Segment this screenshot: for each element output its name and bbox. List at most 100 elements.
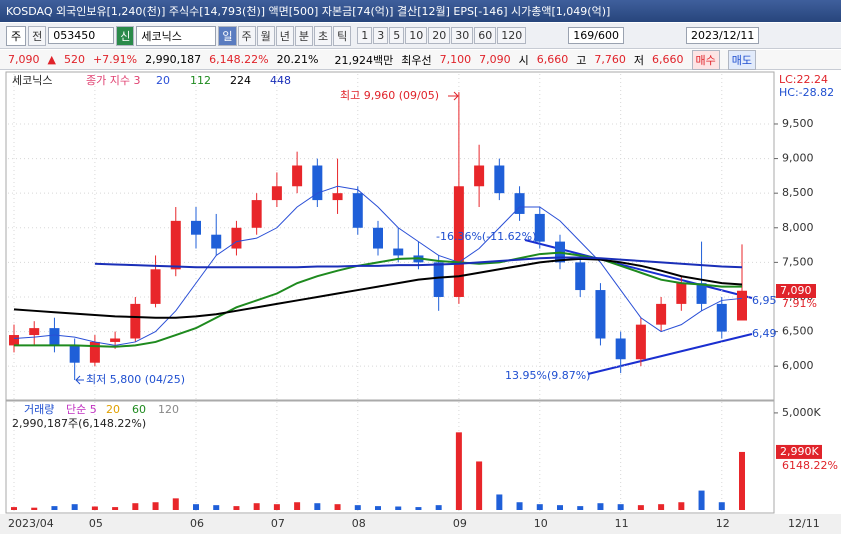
ma-line [94,256,743,269]
candle-body [656,303,667,325]
volume: 2,990,187 [145,53,202,66]
y-tick-label: 8,000 [782,221,814,234]
buy-button[interactable]: 매수 [691,49,720,70]
y-tick-label: 5,000K [782,406,821,419]
quote-row: 7,090 ▲ 520 +7.91% 2,990,187 6,148.22% 2… [0,49,841,70]
last-rate: 7.91% [782,297,817,310]
date-input[interactable]: 2023/12/11 [685,27,760,44]
candle-body [110,338,121,342]
toolbar-button[interactable]: 10 [405,27,428,44]
volume-bar [435,505,442,510]
high-label: 고 [576,53,587,67]
volume-bar [31,507,38,510]
change-rate: +7.91% [92,53,138,66]
count-input[interactable]: 169/600 [568,27,624,44]
trend-line [587,333,753,375]
legend-entry: 20 [106,403,120,416]
volume-bar [172,498,179,510]
amount: 21,924백만 [334,53,394,67]
stock-name[interactable]: 세코닉스 [136,25,217,46]
interval-buttons: 1 3 5 10 20 30 60 120 [357,27,527,44]
toolbar-button[interactable]: 일 [218,25,237,46]
candle-body [433,262,444,297]
legend-prefix: 종가 지수 3 [86,74,140,87]
toolbar-button[interactable]: 월 [256,25,275,46]
ma-line [13,257,743,319]
toolbar-button[interactable]: 틱 [333,25,352,46]
y-tick-label: 8,500 [782,186,814,199]
toolbar-button[interactable]: 20 [428,27,451,44]
toolbar-button[interactable]: 60 [474,27,497,44]
y-tick-label: 6,000 [782,359,814,372]
prev-button[interactable]: 전 [28,25,47,46]
value-label: 2,990K [780,445,819,458]
candle-body [191,220,201,235]
volume-bar [395,506,402,510]
volume-bar [253,503,260,510]
volume-bar [233,506,240,510]
volume-bar [71,504,78,510]
volume-bar [536,504,543,510]
toolbar-button[interactable]: 30 [451,27,474,44]
volume-bar [739,451,745,510]
label-box [776,284,816,298]
hc-label: HC:-28.82 [779,86,834,99]
candle-body [494,165,505,194]
x-tick-label: 09 [453,517,467,530]
open-label: 시 [518,53,529,67]
toolbar-button[interactable]: 주 [237,25,256,46]
code-input[interactable]: 053450 [48,27,115,44]
volume-bar [51,506,58,510]
candle-body [676,283,687,304]
volume-bar [476,461,483,510]
x-tick-label: 2023/04 [8,517,54,530]
candle-body [69,345,80,363]
toolbar-button[interactable]: 3 [373,27,389,44]
legend-entry: 112 [190,74,211,87]
volume-bar [193,504,199,510]
price-frame [5,71,775,401]
candle-body [615,338,626,360]
volume-bar [415,507,422,510]
toolbar-button[interactable]: 120 [497,27,527,44]
volume-bar [375,506,381,510]
volume-bar [718,502,725,510]
candle-body [696,283,707,304]
ma-line [13,185,743,346]
candle-body [231,227,242,249]
toolbar-button[interactable]: 분 [294,25,313,46]
volume-bar [334,504,341,510]
label-box [776,444,822,459]
toolbar-button[interactable]: 초 [314,25,333,46]
candle-body [737,290,747,321]
candle-body [130,303,141,339]
candle-body [514,193,525,214]
open: 6,660 [536,53,569,66]
volume-bar [354,505,361,510]
rate-label: 6148.22% [782,459,838,472]
volume-bar [577,506,584,510]
legend-entry: 448 [270,74,291,87]
candle-body [534,213,545,242]
sell-button[interactable]: 매도 [727,49,756,70]
volume-bar [112,507,119,510]
toolbar-button[interactable]: 년 [275,25,294,46]
toolbar-button[interactable]: 5 [389,27,405,44]
market-select[interactable]: 주 [6,25,27,46]
ma-line [14,251,742,348]
volume-bar [516,502,523,510]
arrow: ▲ [47,53,56,66]
candle-body [474,165,485,187]
last-price: 7,090 [780,284,812,297]
legend-entry: 60 [132,403,146,416]
toolbar-button[interactable]: 1 [357,27,373,44]
y-tick-label: 6,500 [782,325,814,338]
legend-entry: 120 [158,403,179,416]
volume-bar [91,506,98,510]
legend-entry: 224 [230,74,251,87]
arrow [448,91,459,101]
x-tick-label: 08 [352,517,366,530]
candle-body [49,328,60,346]
